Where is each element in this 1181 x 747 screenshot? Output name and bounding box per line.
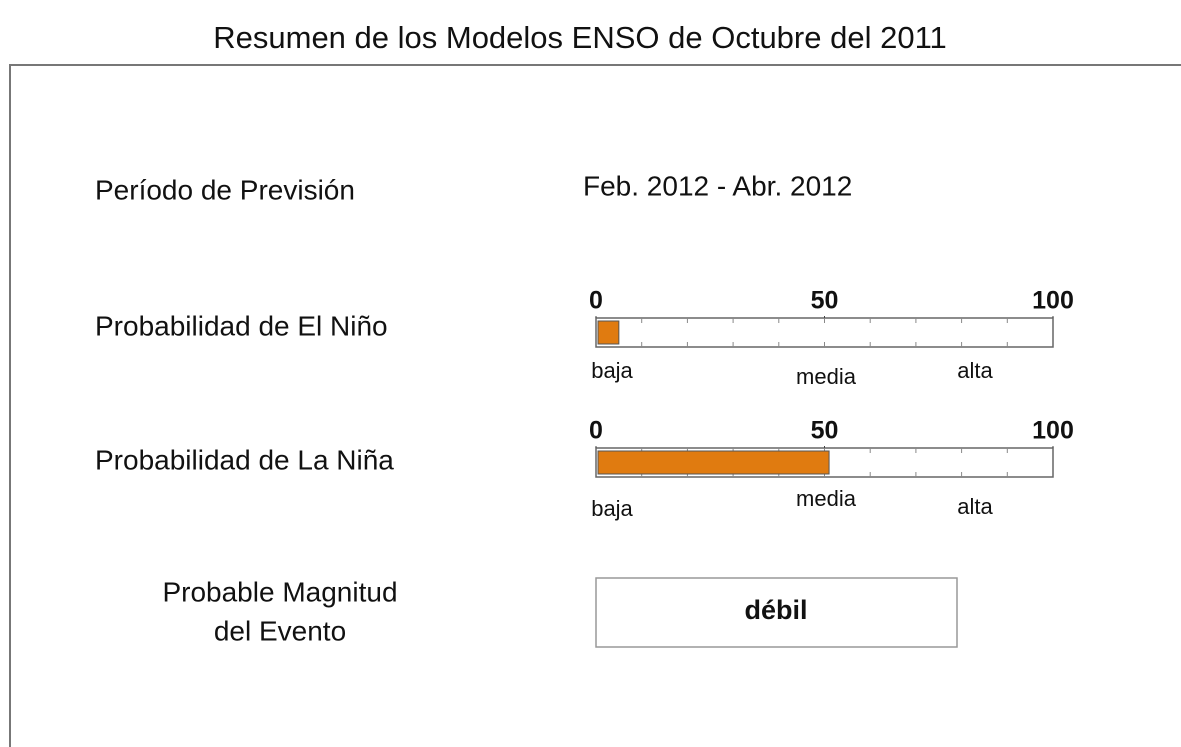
level-label: baja bbox=[591, 496, 633, 521]
tick-label: 50 bbox=[811, 287, 839, 315]
gauge-bar bbox=[597, 320, 620, 345]
gauge-bar bbox=[597, 450, 830, 475]
forecast-value: Feb. 2012 - Abr. 2012 bbox=[583, 170, 852, 201]
gauge-label: Probabilidad de El Niño bbox=[95, 310, 388, 341]
magnitude-value: débil bbox=[744, 595, 807, 625]
magnitude-label: Probable Magnitud bbox=[162, 576, 397, 607]
gauge-label: Probabilidad de La Niña bbox=[95, 444, 394, 475]
tick-label: 0 bbox=[589, 287, 603, 315]
tick-label: 100 bbox=[1032, 417, 1074, 445]
magnitude-box bbox=[595, 577, 958, 648]
level-label: alta bbox=[957, 358, 993, 383]
forecast-label: Período de Previsión bbox=[95, 174, 355, 205]
level-label: baja bbox=[591, 358, 633, 383]
level-label: media bbox=[796, 364, 857, 389]
magnitude-label: del Evento bbox=[214, 615, 346, 646]
title: Resumen de los Modelos ENSO de Octubre d… bbox=[213, 20, 947, 55]
level-label: alta bbox=[957, 494, 993, 519]
tick-label: 100 bbox=[1032, 287, 1074, 315]
panel bbox=[9, 64, 1181, 747]
level-label: media bbox=[796, 486, 857, 511]
tick-label: 50 bbox=[811, 417, 839, 445]
tick-label: 0 bbox=[589, 417, 603, 445]
